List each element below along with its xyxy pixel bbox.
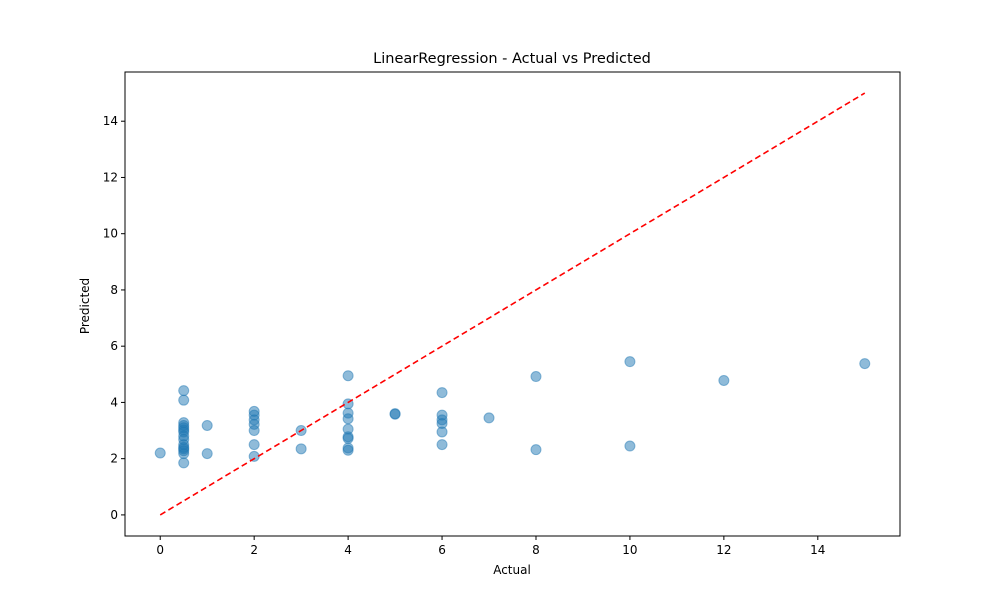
x-tick-label: 8 [532,543,540,557]
y-tick-label: 2 [110,452,118,466]
x-axis-label: Actual [493,563,531,577]
scatter-point [154,447,166,459]
scatter-point [248,425,260,437]
scatter-point [248,439,260,451]
scatter-point [178,457,190,469]
x-tick-label: 10 [622,543,637,557]
scatter-point [178,448,190,460]
scatter-point [201,448,213,460]
scatter-point [342,413,354,425]
scatter-point [178,394,190,406]
scatter-point [624,440,636,452]
x-tick-label: 6 [438,543,446,557]
axis-ticks: 0 2 4 6 8 10 12 14 0 2 4 6 8 10 12 14 [103,114,826,557]
y-tick-label: 4 [110,395,118,409]
scatter-point [624,356,636,368]
plot-area [154,92,871,516]
scatter-point [342,370,354,382]
y-tick-label: 14 [103,114,118,128]
scatter-point [342,444,354,456]
scatter-point [859,358,871,370]
y-tick-label: 0 [110,508,118,522]
scatter-point [436,387,448,399]
x-tick-label: 2 [250,543,258,557]
x-tick-label: 12 [716,543,731,557]
y-axis-label: Predicted [78,278,92,334]
y-tick-label: 12 [103,170,118,184]
scatter-point [178,385,190,397]
y-tick-label: 6 [110,339,118,353]
scatter-point [530,371,542,383]
x-tick-label: 0 [156,543,164,557]
y-tick-label: 8 [110,283,118,297]
scatter-point [342,432,354,444]
scatter-point [530,444,542,456]
scatter-point [483,412,495,424]
scatter-point [201,419,213,431]
reference-line [159,92,866,516]
scatter-point [436,439,448,451]
scatter-point [389,408,401,420]
x-tick-label: 14 [810,543,825,557]
x-tick-label: 4 [344,543,352,557]
scatter-point [436,426,448,438]
scatter-point [718,374,730,386]
scatter-point [295,443,307,455]
chart-title: LinearRegression - Actual vs Predicted [373,51,651,67]
y-tick-label: 10 [103,227,118,241]
axes-frame [124,71,901,537]
